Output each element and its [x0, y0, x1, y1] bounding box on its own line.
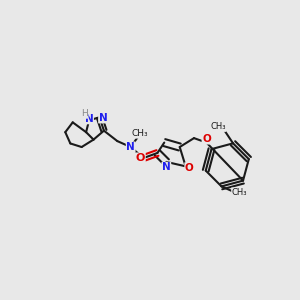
Text: N: N — [99, 113, 107, 123]
Text: N: N — [162, 162, 171, 172]
Text: N: N — [85, 114, 93, 124]
Text: CH₃: CH₃ — [131, 129, 148, 138]
Text: CH₃: CH₃ — [210, 122, 226, 131]
Text: H: H — [81, 109, 88, 118]
Text: N: N — [126, 142, 135, 152]
Text: O: O — [136, 153, 145, 163]
Text: O: O — [202, 134, 211, 144]
Text: O: O — [185, 163, 194, 173]
Text: CH₃: CH₃ — [232, 188, 247, 197]
